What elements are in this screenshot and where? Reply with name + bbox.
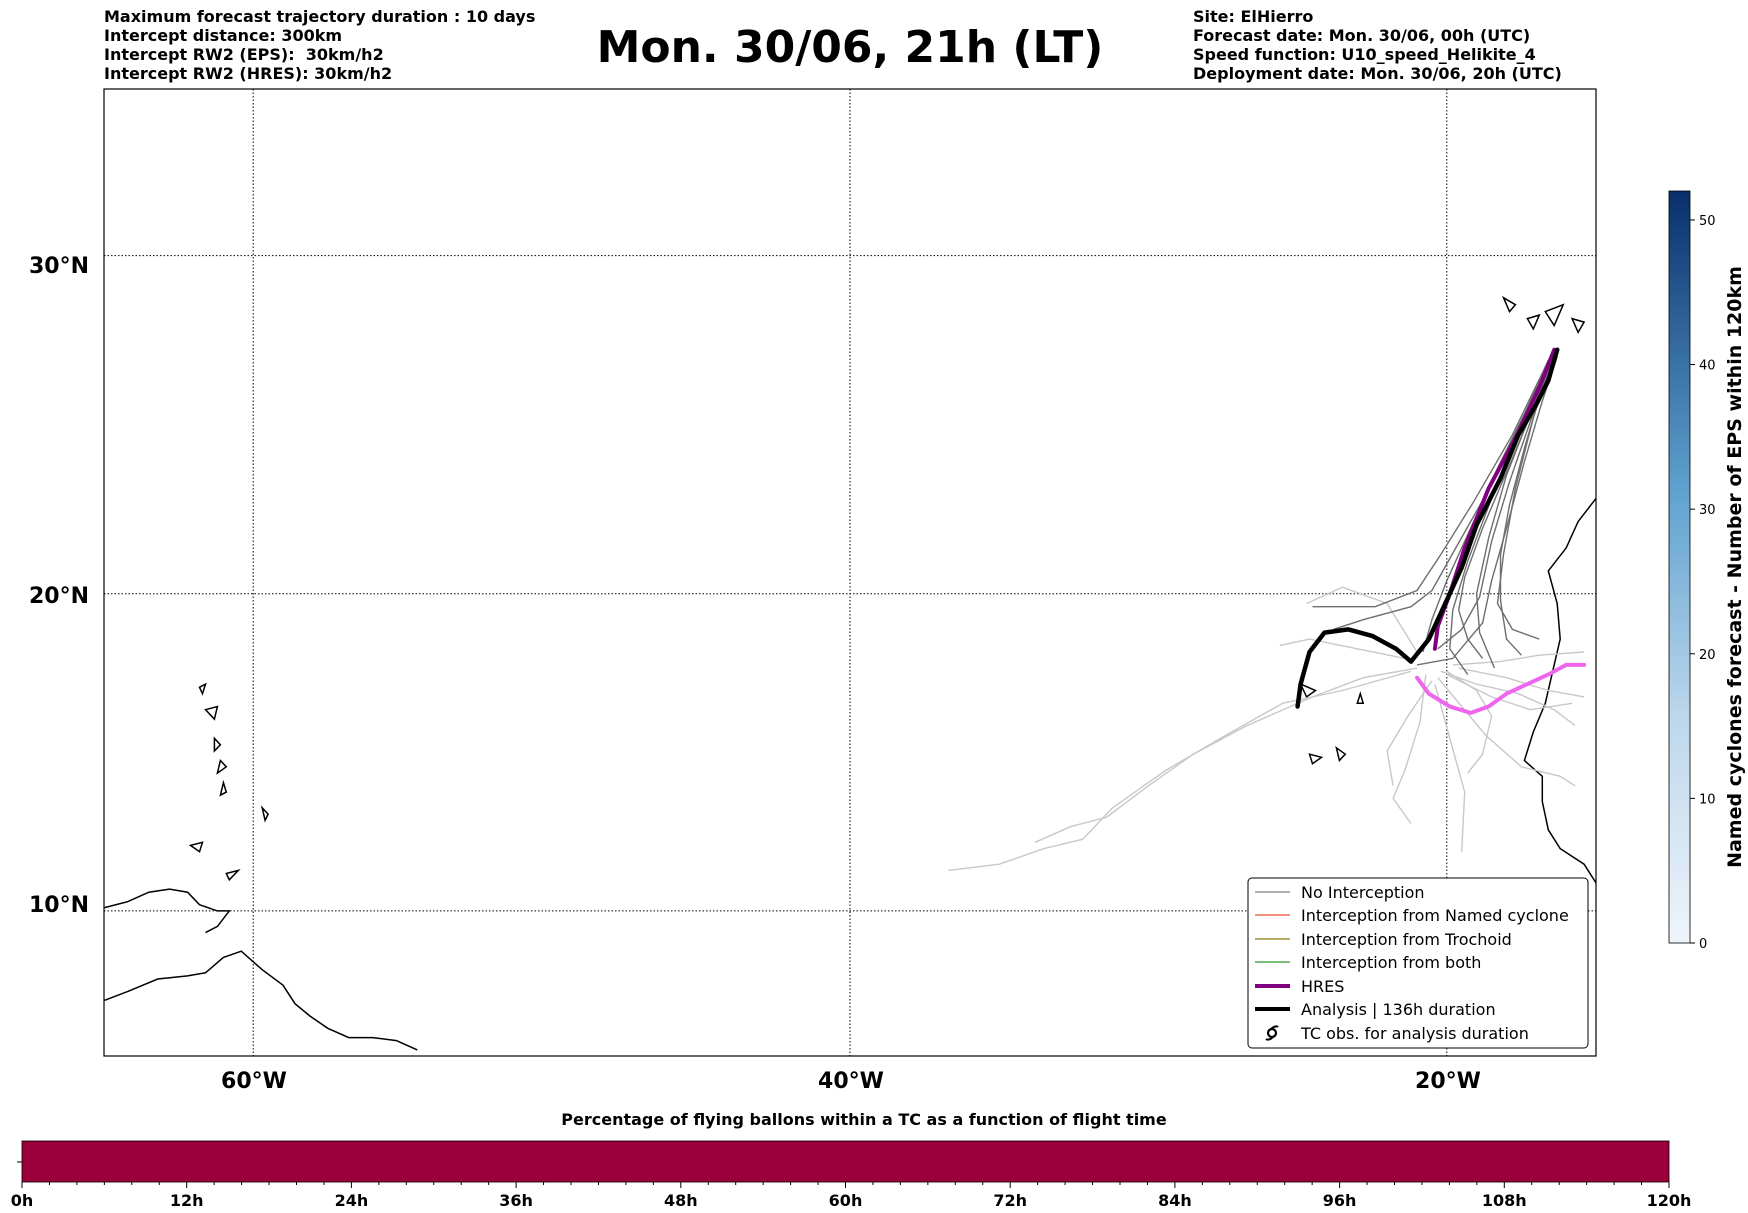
lon-label-60w: 60°W	[221, 1069, 287, 1094]
legend-label: Interception from Trochoid	[1301, 930, 1512, 949]
eps-track-light	[948, 670, 1412, 872]
map-frame	[103, 88, 1597, 1057]
eps-track-light	[1306, 586, 1418, 653]
time-tick-label: 120h	[1647, 1191, 1692, 1210]
lon-label-40w: 40°W	[818, 1069, 884, 1094]
island-outline	[1526, 313, 1541, 331]
eps-track-light	[1434, 683, 1466, 852]
percentage-bar	[21, 1140, 1670, 1183]
time-tick-label: 60h	[829, 1191, 863, 1210]
island-outline	[260, 805, 269, 823]
eps-light-tracks	[948, 586, 1585, 872]
island-outline	[225, 869, 241, 882]
island-outline	[1299, 682, 1318, 699]
island-outline	[1570, 317, 1586, 335]
param-line: Intercept RW2 (HRES): 30km/h2	[104, 64, 393, 83]
eps-track-light	[1386, 680, 1433, 786]
colorbar-tick-label: 20	[1699, 648, 1716, 663]
island-outline	[213, 736, 222, 753]
time-tick-label: 108h	[1482, 1191, 1527, 1210]
eps-track-light	[1452, 651, 1585, 666]
lat-label-10n: 10°N	[29, 893, 89, 918]
time-tick-label: 0h	[11, 1191, 34, 1210]
forecast-parameters: Maximum forecast trajectory duration : 1…	[104, 7, 535, 83]
eps-track-light	[1440, 670, 1576, 727]
island-outline	[1335, 746, 1347, 763]
legend-label: TC obs. for analysis duration	[1300, 1024, 1529, 1043]
coastline-africa	[1523, 497, 1596, 884]
colorbar-label: Named cyclones forecast - Number of EPS …	[1724, 266, 1746, 868]
legend-label: HRES	[1301, 977, 1344, 996]
eps-track-no-interception	[1496, 352, 1555, 640]
eps-track-light	[1279, 638, 1406, 660]
island-outline	[1356, 691, 1365, 705]
legend-label: Interception from both	[1301, 953, 1481, 972]
time-tick-label: 24h	[335, 1191, 369, 1210]
time-tick-label: 36h	[499, 1191, 533, 1210]
eps-track-light	[1446, 670, 1493, 774]
analysis-track	[1295, 347, 1560, 709]
legend-label: No Interception	[1301, 883, 1425, 902]
legend: No Interception Interception from Named …	[1247, 877, 1589, 1049]
island-outline	[204, 705, 219, 721]
eps-track-no-interception	[1312, 366, 1546, 608]
colorbar-gradient	[1668, 190, 1691, 944]
site-info: Site: ElHierro Forecast date: Mon. 30/06,…	[1193, 7, 1562, 83]
coastline-south-america	[104, 950, 418, 1051]
time-tick-label: 72h	[993, 1191, 1027, 1210]
time-tick-label: 12h	[170, 1191, 204, 1210]
colorbar-tick-label: 0	[1699, 937, 1707, 952]
site-line: Deployment date: Mon. 30/06, 20h (UTC)	[1193, 64, 1562, 83]
site-line: Speed function: U10_speed_Helikite_4	[1193, 45, 1536, 64]
site-line: Forecast date: Mon. 30/06, 00h (UTC)	[1193, 26, 1531, 45]
coastline-venezuela-north	[104, 888, 231, 934]
cyclone-symbol-icon	[1265, 1025, 1279, 1041]
colorbar-tick-label: 40	[1699, 359, 1716, 374]
island-outline	[188, 841, 204, 853]
colorbar-tick-label: 50	[1699, 214, 1716, 229]
hres-track-continuation	[1415, 662, 1587, 716]
param-line: Intercept distance: 300km	[104, 26, 343, 45]
right-colorbar: 0 10 20 30 40 50 Named cyclones forecast - Nu…	[1668, 190, 1746, 952]
legend-box	[1247, 877, 1589, 1049]
legend-label: Interception from Named cyclone	[1301, 906, 1569, 925]
eps-track-no-interception	[1416, 356, 1558, 666]
eps-track-no-interception	[1437, 359, 1552, 650]
island-outline	[216, 758, 228, 775]
island-outline	[1611, 301, 1629, 315]
bottom-colorbar: Percentage of flying ballons within a TC…	[11, 1110, 1692, 1210]
time-tick-label: 96h	[1323, 1191, 1357, 1210]
eps-track-light	[1437, 677, 1576, 787]
island-outline	[1501, 295, 1517, 314]
coastlines	[104, 295, 1629, 1051]
page-title: Mon. 30/06, 21h (LT)	[596, 22, 1104, 73]
legend-label: Analysis | 136h duration	[1301, 1000, 1496, 1019]
lon-label-20w: 20°W	[1415, 1069, 1481, 1094]
lat-label-30n: 30°N	[29, 254, 89, 279]
colorbar-tick-label: 30	[1699, 503, 1716, 518]
bottom-colorbar-title: Percentage of flying ballons within a TC…	[561, 1110, 1167, 1129]
eps-track-light	[1392, 674, 1427, 824]
colorbar-ticks: 0 10 20 30 40 50	[1690, 214, 1716, 952]
island-outline	[198, 682, 207, 696]
lat-label-20n: 20°N	[29, 584, 89, 609]
time-tick-label: 84h	[1158, 1191, 1192, 1210]
main-tracks	[1295, 347, 1587, 716]
colorbar-tick-label: 10	[1699, 792, 1716, 807]
island-outline	[1308, 753, 1324, 765]
flight-time-ticks: 0h 12h 24h 36h 48h 60h 72h 84h 96h 108h 120h	[11, 1182, 1692, 1210]
site-line: Site: ElHierro	[1193, 7, 1314, 26]
island-outline	[219, 779, 228, 797]
param-line: Intercept RW2 (EPS): 30km/h2	[104, 45, 384, 64]
time-tick-label: 48h	[664, 1191, 698, 1210]
param-line: Maximum forecast trajectory duration : 1…	[104, 7, 536, 26]
island-outline	[1544, 303, 1565, 328]
